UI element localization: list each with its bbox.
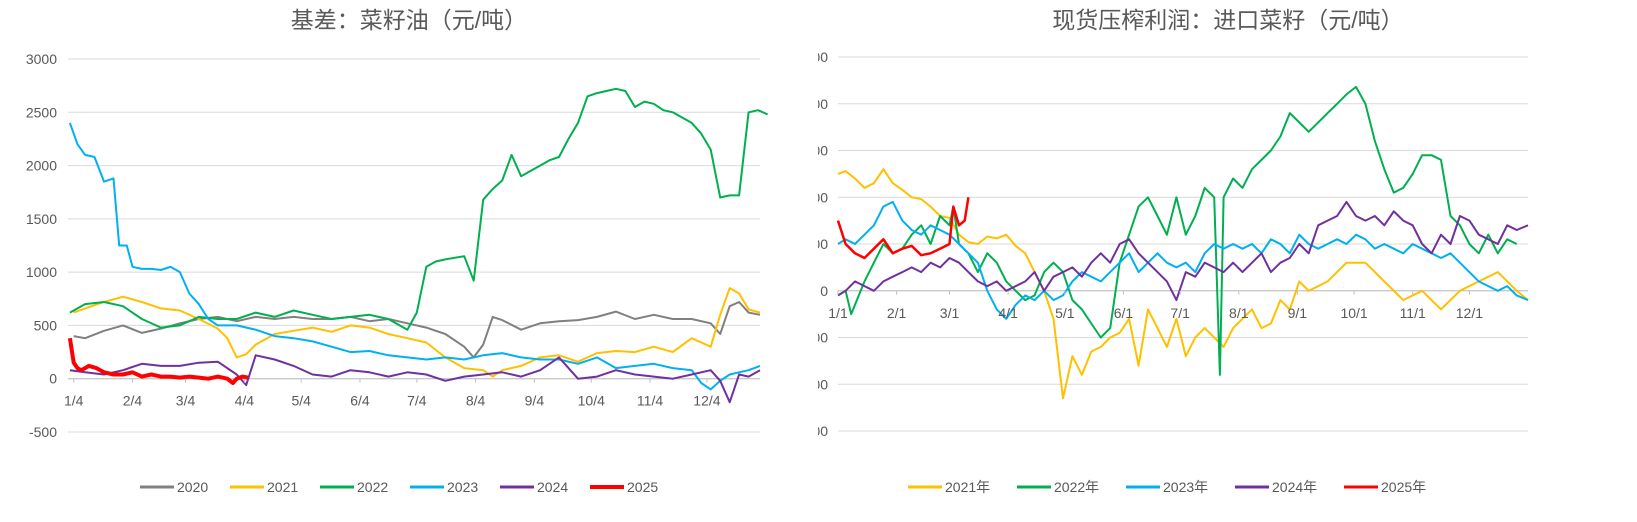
series-line-2020 (73, 301, 761, 359)
crush-profit-chart-panel: 现货压榨利润：进口菜籽（元/吨） 2500 2000 1500 1000 500 0 -500… (792, 0, 1637, 517)
legend-label: 2020 (177, 479, 208, 495)
x-tick-label: 1/1 (828, 305, 848, 321)
x-tick-label: 3/1 (940, 305, 960, 321)
y-tick-label: -500 (29, 424, 57, 440)
x-tick-label: 10/4 (578, 393, 605, 409)
basis-chart: 基差：菜籽油（元/吨） 3000 2500 2000 1500 1000 500 0 -500 1… (26, 7, 769, 495)
series-line-2022年 (837, 85, 1518, 376)
y-tick-label: 2500 (818, 49, 828, 65)
legend-label: 2022年 (1054, 479, 1099, 495)
legend-label: 2023年 (1163, 479, 1208, 495)
legend-label: 2024 (537, 479, 568, 495)
x-tick-label: 7/4 (407, 393, 427, 409)
series-line-2025 (67, 337, 249, 385)
x-tick-label: 12/1 (1456, 305, 1483, 321)
legend-label: 2022 (357, 479, 388, 495)
chart-title: 现货压榨利润：进口菜籽（元/吨） (1052, 7, 1403, 33)
legend-label: 2023 (447, 479, 478, 495)
x-tick-label: 12/4 (693, 393, 720, 409)
legend-label: 2025 (627, 479, 658, 495)
x-tick-label: 7/1 (1170, 305, 1190, 321)
x-tick-label: 4/4 (235, 393, 255, 409)
y-tick-label: -1000 (818, 376, 828, 392)
x-tick-label: 8/4 (466, 393, 486, 409)
y-tick-label: 1000 (818, 189, 828, 205)
series-line-2023年 (837, 200, 1529, 320)
y-tick-label: 3000 (26, 51, 57, 67)
series-line-2024年 (837, 200, 1529, 302)
x-tick-label: 11/4 (637, 393, 663, 409)
y-tick-label: 2000 (26, 158, 57, 174)
y-tick-label: 1500 (818, 143, 828, 159)
x-tick-label: 4/1 (998, 305, 1018, 321)
series-line-2021年 (837, 168, 1529, 400)
y-tick-label: -500 (818, 330, 828, 346)
series-line-2024 (69, 354, 761, 404)
x-tick-label: 5/1 (1055, 305, 1075, 321)
x-tick-label: 2/4 (123, 393, 143, 409)
y-tick-label: 2000 (818, 96, 828, 112)
x-tick-label: 10/1 (1340, 305, 1367, 321)
y-tick-label: 500 (34, 317, 58, 333)
y-tick-label: 2500 (26, 104, 57, 120)
x-tick-label: 9/4 (525, 393, 545, 409)
x-tick-label: 6/1 (1114, 305, 1134, 321)
x-tick-label: 1/4 (64, 393, 84, 409)
basis-chart-panel: 基差：菜籽油（元/吨） 3000 2500 2000 1500 1000 500 0 -500 1… (0, 0, 818, 517)
x-tick-label: 6/4 (350, 393, 370, 409)
y-tick-label: -1500 (818, 423, 828, 439)
legend-label: 2025年 (1381, 479, 1426, 495)
series-line-2022 (69, 87, 769, 331)
x-tick-label: 3/4 (176, 393, 196, 409)
legend-label: 2021 (267, 479, 298, 495)
y-tick-label: 500 (818, 236, 828, 252)
series-line-2023 (68, 122, 761, 391)
legend-label: 2021年 (945, 479, 990, 495)
x-tick-label: 5/4 (291, 393, 311, 409)
series-line-2025年 (836, 197, 970, 260)
y-tick-label: 0 (49, 371, 57, 387)
y-tick-label: 1500 (26, 211, 57, 227)
x-tick-label: 11/1 (1400, 305, 1426, 321)
crush-profit-chart: 现货压榨利润：进口菜籽（元/吨） 2500 2000 1500 1000 500 0 -500… (792, 7, 1529, 495)
x-tick-label: 2/1 (887, 305, 907, 321)
y-tick-label: 1000 (26, 264, 57, 280)
chart-title: 基差：菜籽油（元/吨） (291, 7, 527, 33)
x-tick-label: 9/1 (1288, 305, 1308, 321)
x-tick-label: 8/1 (1229, 305, 1249, 321)
series-line-2021 (73, 287, 761, 378)
y-tick-label: 0 (820, 283, 828, 299)
legend-label: 2024年 (1272, 479, 1317, 495)
